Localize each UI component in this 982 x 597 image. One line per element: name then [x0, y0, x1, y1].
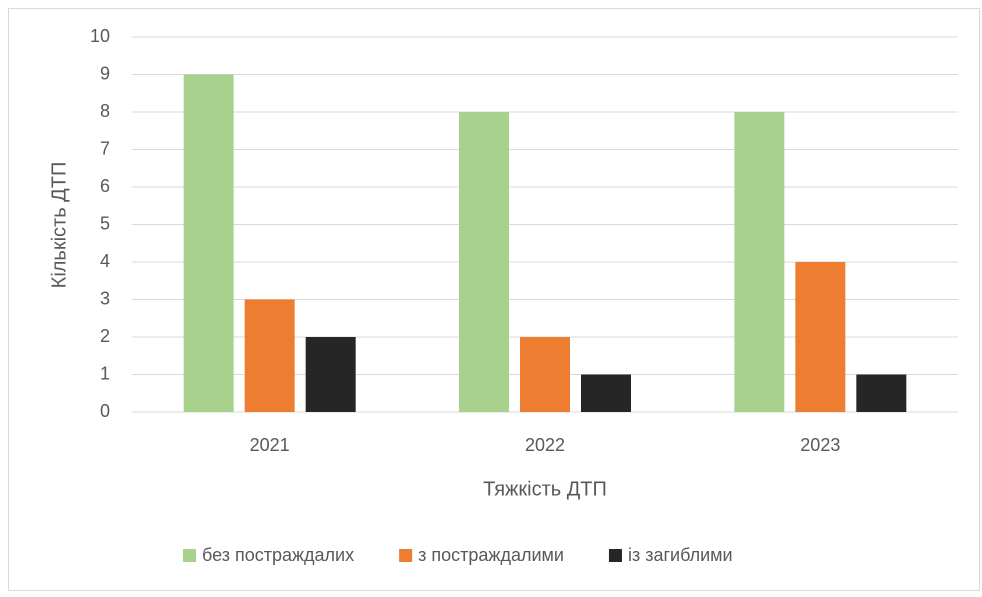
- x-tick-label: 2022: [525, 435, 565, 455]
- legend-swatch: [399, 549, 413, 562]
- bar: [734, 112, 785, 412]
- y-tick-label: 3: [100, 288, 110, 308]
- bar: [581, 374, 631, 412]
- legend-label: з постраждалими: [418, 545, 564, 565]
- y-tick-label: 2: [100, 326, 110, 346]
- y-tick-label: 8: [100, 101, 110, 121]
- legend-swatch: [608, 549, 622, 562]
- bar: [244, 299, 295, 412]
- y-tick-label: 9: [100, 63, 110, 83]
- y-tick-label: 1: [100, 363, 110, 383]
- y-tick-label: 10: [90, 26, 110, 46]
- bar: [305, 337, 356, 412]
- y-tick-label: 7: [100, 138, 110, 158]
- y-tick-label: 4: [100, 251, 110, 271]
- y-tick-label: 6: [100, 176, 110, 196]
- y-tick-label: 0: [100, 401, 110, 421]
- bar: [459, 112, 509, 412]
- y-axis-label: Кількість ДТП: [48, 162, 70, 289]
- x-tick-label: 2021: [250, 435, 290, 455]
- legend-swatch: [183, 549, 196, 562]
- bar: [183, 74, 234, 412]
- x-axis-label: Тяжкість ДТП: [483, 478, 607, 500]
- bar: [795, 262, 846, 412]
- legend-label: із загиблими: [628, 545, 733, 565]
- y-tick-label: 5: [100, 213, 110, 233]
- legend-label: без постраждалих: [202, 545, 354, 565]
- x-tick-label: 2023: [800, 435, 840, 455]
- bar: [520, 337, 570, 412]
- bar: [856, 374, 907, 412]
